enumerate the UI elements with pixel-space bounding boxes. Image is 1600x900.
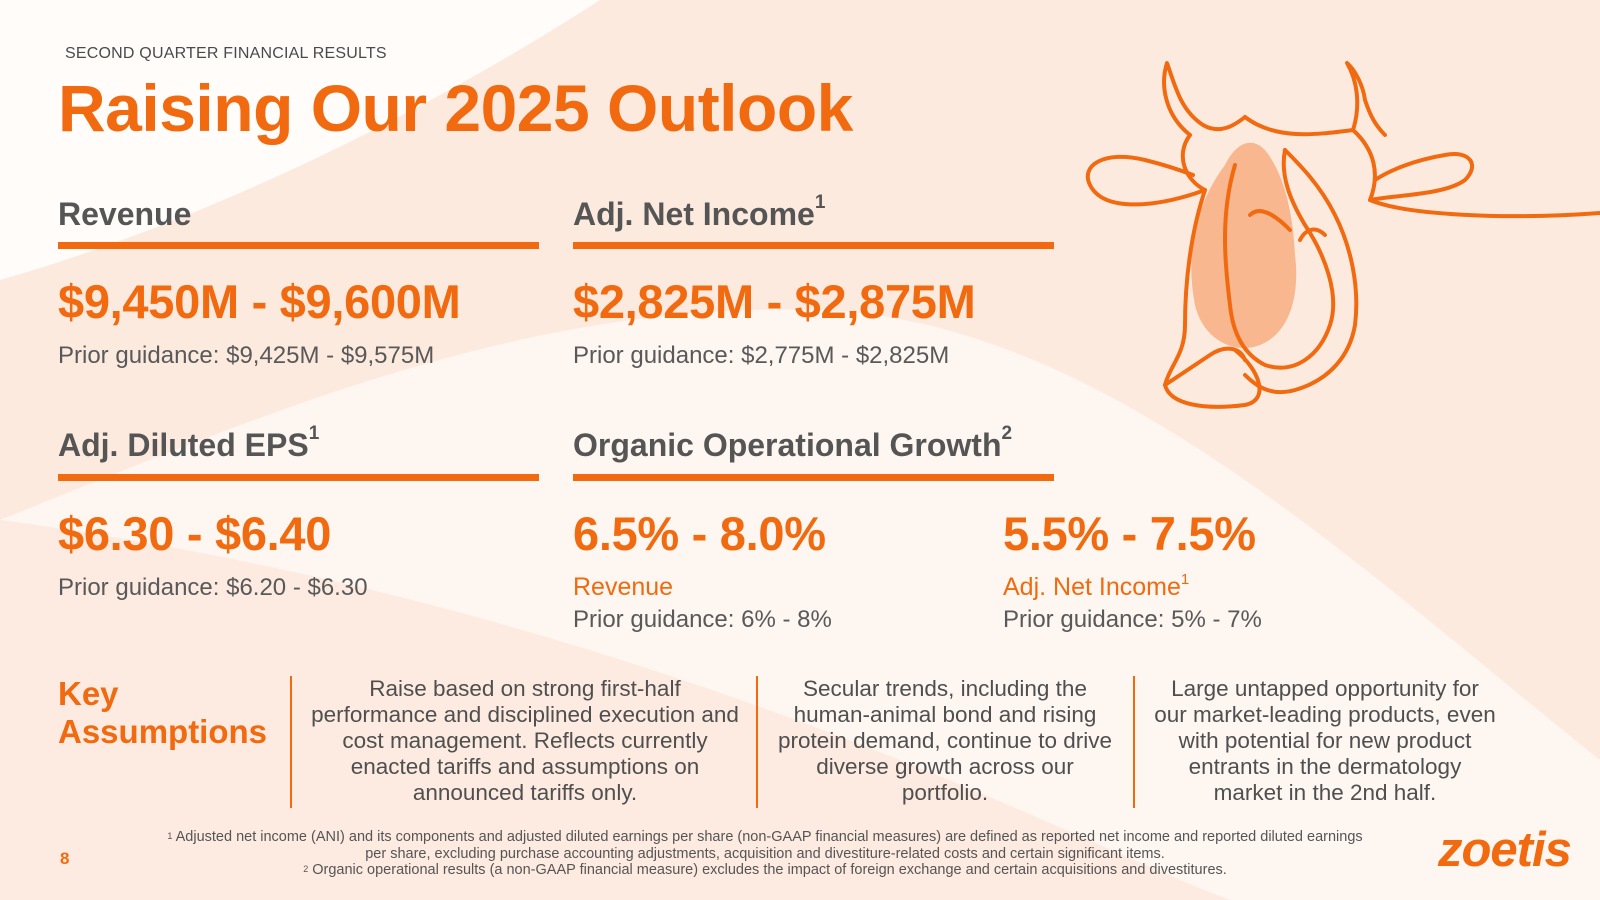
assumption-line: human-animal bond and rising — [793, 702, 1097, 727]
assumption-line: cost management. Reflects currently — [342, 728, 708, 753]
footnote-mark: 2 — [303, 864, 309, 874]
page-number: 8 — [60, 849, 70, 868]
key-assumptions-heading-line: Key — [58, 675, 119, 712]
assumption-line: enacted tariffs and assumptions on — [350, 754, 700, 779]
footnote-1: 1 Adjusted net income (ANI) and its comp… — [167, 829, 1363, 845]
assumption-line: Large untapped opportunity for — [1171, 676, 1479, 701]
assumption-line: with potential for new product — [1178, 728, 1472, 753]
assumption-line: performance and disciplined execution an… — [311, 702, 739, 727]
footnote-mark: 1 — [308, 423, 320, 444]
eps-rule — [58, 474, 539, 481]
eyebrow-label: SECOND QUARTER FINANCIAL RESULTS — [65, 45, 387, 62]
revenue-range: $9,450M - $9,600M — [58, 275, 461, 328]
assumption-item: Large untapped opportunity for our marke… — [1140, 676, 1510, 806]
net-income-prior-guidance: Prior guidance: $2,775M - $2,825M — [573, 342, 950, 369]
organic-growth-heading: Organic Operational Growth2 — [573, 423, 1013, 463]
organic-revenue-prior-guidance: Prior guidance: 6% - 8% — [573, 606, 832, 633]
assumption-line: Secular trends, including the — [803, 676, 1087, 701]
cow-line-illustration — [1086, 61, 1600, 409]
key-assumptions-heading-line: Assumptions — [58, 713, 268, 750]
key-assumptions-heading: Key Assumptions — [58, 675, 288, 751]
assumption-line: diverse growth across our — [816, 754, 1074, 779]
eps-range: $6.30 - $6.40 — [58, 507, 332, 560]
footnote-mark: 1 — [1180, 571, 1190, 588]
footnote-mark: 1 — [167, 831, 173, 841]
organic-net-income-range: 5.5% - 7.5% — [1003, 507, 1256, 560]
footnote-mark: 1 — [814, 192, 826, 213]
assumption-line: entrants in the dermatology — [1188, 754, 1462, 779]
page-title: Raising Our 2025 Outlook — [58, 71, 853, 145]
assumption-line: protein demand, continue to drive — [778, 728, 1112, 753]
divider — [1133, 676, 1135, 808]
assumption-line: our market-leading products, even — [1154, 702, 1496, 727]
footnote-2: 2 Organic operational results (a non-GAA… — [303, 862, 1227, 878]
footnote-1-continued: per share, excluding purchase accounting… — [365, 845, 1165, 862]
zoetis-logo: zoetis — [1438, 823, 1572, 877]
organic-revenue-label: Revenue — [573, 573, 674, 601]
organic-growth-rule — [573, 474, 1054, 481]
assumption-item: Raise based on strong first-half perform… — [300, 676, 750, 806]
footnote-mark: 2 — [1001, 423, 1013, 444]
eps-heading: Adj. Diluted EPS1 — [58, 423, 320, 463]
net-income-rule — [573, 242, 1054, 249]
organic-revenue-range: 6.5% - 8.0% — [573, 507, 826, 560]
assumption-item: Secular trends, including the human-anim… — [765, 676, 1125, 806]
revenue-prior-guidance: Prior guidance: $9,425M - $9,575M — [58, 342, 435, 369]
net-income-range: $2,825M - $2,875M — [573, 275, 976, 328]
organic-net-income-prior-guidance: Prior guidance: 5% - 7% — [1003, 606, 1262, 633]
footnotes: 1 Adjusted net income (ANI) and its comp… — [95, 829, 1435, 879]
divider — [290, 676, 292, 808]
assumption-line: Raise based on strong first-half — [369, 676, 681, 701]
revenue-heading: Revenue — [58, 196, 192, 232]
assumption-line: announced tariffs only. — [412, 780, 638, 805]
revenue-rule — [58, 242, 539, 249]
divider — [756, 676, 758, 808]
assumption-line: market in the 2nd half. — [1213, 780, 1437, 805]
organic-net-income-label: Adj. Net Income1 — [1003, 571, 1190, 601]
net-income-heading: Adj. Net Income1 — [573, 192, 826, 232]
assumption-line: portfolio. — [901, 780, 989, 805]
eps-prior-guidance: Prior guidance: $6.20 - $6.30 — [58, 574, 368, 601]
